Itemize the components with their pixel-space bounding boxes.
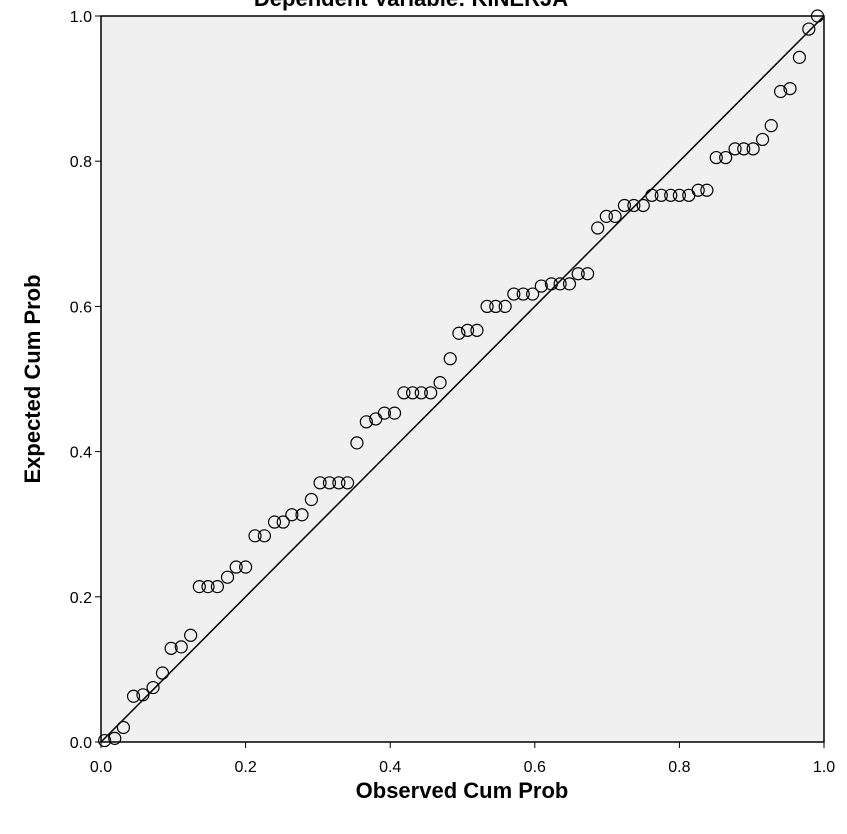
data-point <box>387 406 402 420</box>
data-point <box>276 515 290 529</box>
data-point <box>672 188 687 202</box>
data-point <box>755 132 770 147</box>
data-point <box>164 641 178 655</box>
data-point <box>414 386 428 400</box>
data-point <box>645 188 659 202</box>
data-point <box>498 299 512 313</box>
x-tick-label: 0.2 <box>234 759 256 776</box>
data-point <box>248 529 262 543</box>
data-point <box>443 352 457 366</box>
x-tick-label: 0.4 <box>379 759 401 776</box>
data-point <box>783 81 797 96</box>
data-point <box>184 628 198 642</box>
data-point <box>580 267 595 281</box>
data-point <box>220 570 235 584</box>
data-point <box>397 386 411 400</box>
data-points <box>98 9 825 748</box>
data-point <box>571 267 585 281</box>
data-point <box>108 731 122 745</box>
y-tick-label: 1.0 <box>70 9 92 26</box>
data-point <box>210 580 225 594</box>
data-point <box>452 326 466 340</box>
data-point <box>617 198 632 213</box>
x-tick-label: 0.8 <box>668 759 690 776</box>
data-point <box>98 733 112 748</box>
data-point <box>146 680 160 695</box>
data-point <box>313 476 327 490</box>
data-point <box>516 287 530 301</box>
data-point <box>340 476 355 490</box>
y-tick-label: 0.4 <box>70 445 92 462</box>
y-axis-title: Expected Cum Prob <box>20 274 45 483</box>
data-point <box>304 492 318 507</box>
data-point <box>691 183 705 197</box>
data-point <box>719 150 733 165</box>
data-point <box>136 688 150 702</box>
data-point <box>526 287 540 301</box>
data-point <box>192 580 206 594</box>
y-tick-label: 0.8 <box>70 154 92 171</box>
data-point <box>591 221 605 235</box>
data-point <box>489 299 503 313</box>
y-axis: 0.0 0.2 0.4 0.6 0.8 1.0 <box>70 9 101 752</box>
x-tick-label: 1.0 <box>813 759 835 776</box>
data-point <box>460 323 475 337</box>
data-point <box>332 476 346 490</box>
data-point <box>424 386 438 400</box>
data-point <box>480 299 494 313</box>
data-point <box>322 476 337 490</box>
data-point <box>201 580 215 594</box>
x-tick-label: 0.6 <box>524 759 546 776</box>
data-point <box>295 508 309 522</box>
data-point <box>359 415 373 429</box>
data-point <box>285 508 299 522</box>
data-point <box>792 50 807 64</box>
data-point <box>608 209 622 223</box>
data-point <box>654 188 668 202</box>
data-point <box>709 150 723 165</box>
reference-line <box>100 15 825 743</box>
data-point <box>257 529 271 543</box>
data-point <box>433 376 447 390</box>
data-point <box>627 198 641 213</box>
data-point <box>562 277 577 291</box>
data-point <box>544 277 559 291</box>
data-point <box>155 666 170 680</box>
data-point <box>802 22 816 36</box>
data-point <box>664 188 678 202</box>
x-tick-label: 0.0 <box>90 759 112 776</box>
y-tick-label: 0.0 <box>70 735 92 752</box>
data-point <box>174 640 188 654</box>
data-point <box>267 515 282 529</box>
x-axis: 0.0 0.2 0.4 0.6 0.8 1.0 <box>90 742 835 776</box>
chart-title: Dependent Variable: KINERJA <box>254 0 568 11</box>
data-point <box>746 142 760 156</box>
data-point <box>810 9 825 23</box>
data-point <box>229 560 243 574</box>
data-point <box>126 689 141 703</box>
data-point <box>728 142 742 156</box>
data-point <box>239 560 253 574</box>
data-point <box>764 119 778 133</box>
data-point <box>599 209 613 223</box>
data-point <box>737 142 751 156</box>
x-axis-title: Observed Cum Prob <box>356 778 569 803</box>
data-point <box>350 436 364 450</box>
data-point <box>470 323 484 337</box>
y-tick-label: 0.2 <box>70 590 92 607</box>
data-point <box>406 386 420 400</box>
data-point <box>377 406 392 420</box>
data-point <box>700 183 714 197</box>
y-tick-label: 0.6 <box>70 299 92 316</box>
data-point <box>534 279 548 293</box>
data-point <box>636 198 650 213</box>
data-point <box>507 287 521 301</box>
data-point <box>553 277 567 291</box>
data-point <box>774 84 788 99</box>
data-point <box>116 720 131 735</box>
